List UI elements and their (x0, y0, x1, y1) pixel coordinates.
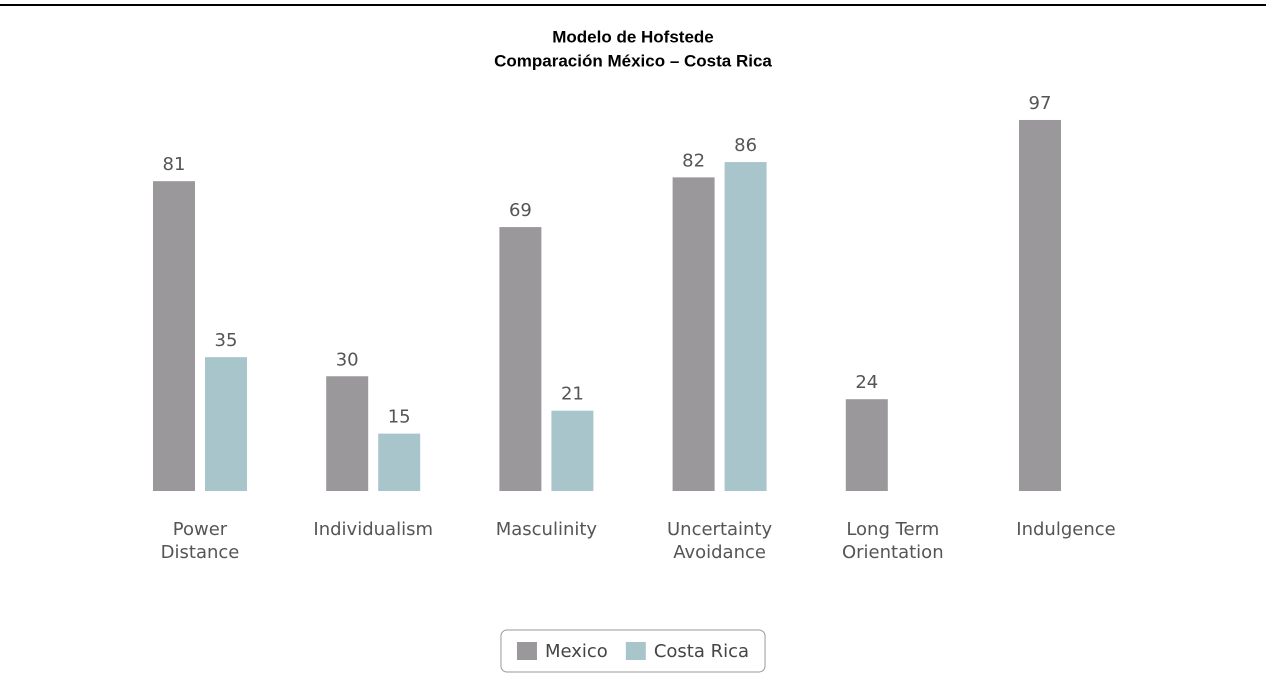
x-tick-line: Power (173, 519, 228, 540)
x-tick-line: Uncertainty (667, 519, 773, 540)
chart-title: Modelo de Hofstede (552, 27, 714, 46)
bar (499, 227, 542, 491)
bar (378, 433, 421, 491)
x-tick-line: Individualism (313, 519, 433, 540)
x-tick-label: Long Term Orientation (842, 519, 944, 563)
data-label: 86 (734, 135, 757, 156)
bar (153, 181, 195, 492)
x-tick-line: Long Term (846, 519, 939, 540)
x-tick-label: Indulgence (1016, 519, 1115, 540)
bar (672, 177, 715, 491)
x-tick-label: Uncertainty Avoidance (667, 519, 773, 563)
bar (326, 376, 369, 491)
bar (551, 410, 594, 491)
bar (724, 162, 767, 492)
data-label: 24 (855, 372, 878, 393)
data-label: 97 (1029, 93, 1052, 114)
x-tick-line: Avoidance (673, 542, 766, 563)
data-label: 69 (509, 200, 532, 221)
legend-label: Mexico (545, 641, 608, 662)
data-label: 15 (388, 407, 411, 428)
bar (1019, 119, 1061, 491)
data-label: 81 (163, 154, 186, 175)
legend-label: Costa Rica (654, 641, 749, 662)
data-label: 30 (336, 349, 359, 370)
data-label: 35 (215, 330, 238, 351)
chart-subtitle: Comparación México – Costa Rica (494, 51, 772, 70)
x-tick-label: Masculinity (496, 519, 598, 540)
legend: Mexico Costa Rica (500, 629, 766, 673)
data-label: 82 (682, 150, 705, 171)
x-tick-label: Individualism (313, 519, 433, 540)
legend-swatch (516, 642, 537, 660)
x-tick-label: Power Distance (161, 519, 240, 563)
x-tick-line: Indulgence (1016, 519, 1115, 540)
x-tick-line: Orientation (842, 542, 944, 563)
x-tick-line: Masculinity (496, 519, 598, 540)
data-label: 21 (561, 384, 584, 405)
bar (205, 357, 247, 491)
x-tick-line: Distance (161, 542, 240, 563)
legend-swatch (625, 642, 646, 660)
bar (845, 399, 888, 491)
